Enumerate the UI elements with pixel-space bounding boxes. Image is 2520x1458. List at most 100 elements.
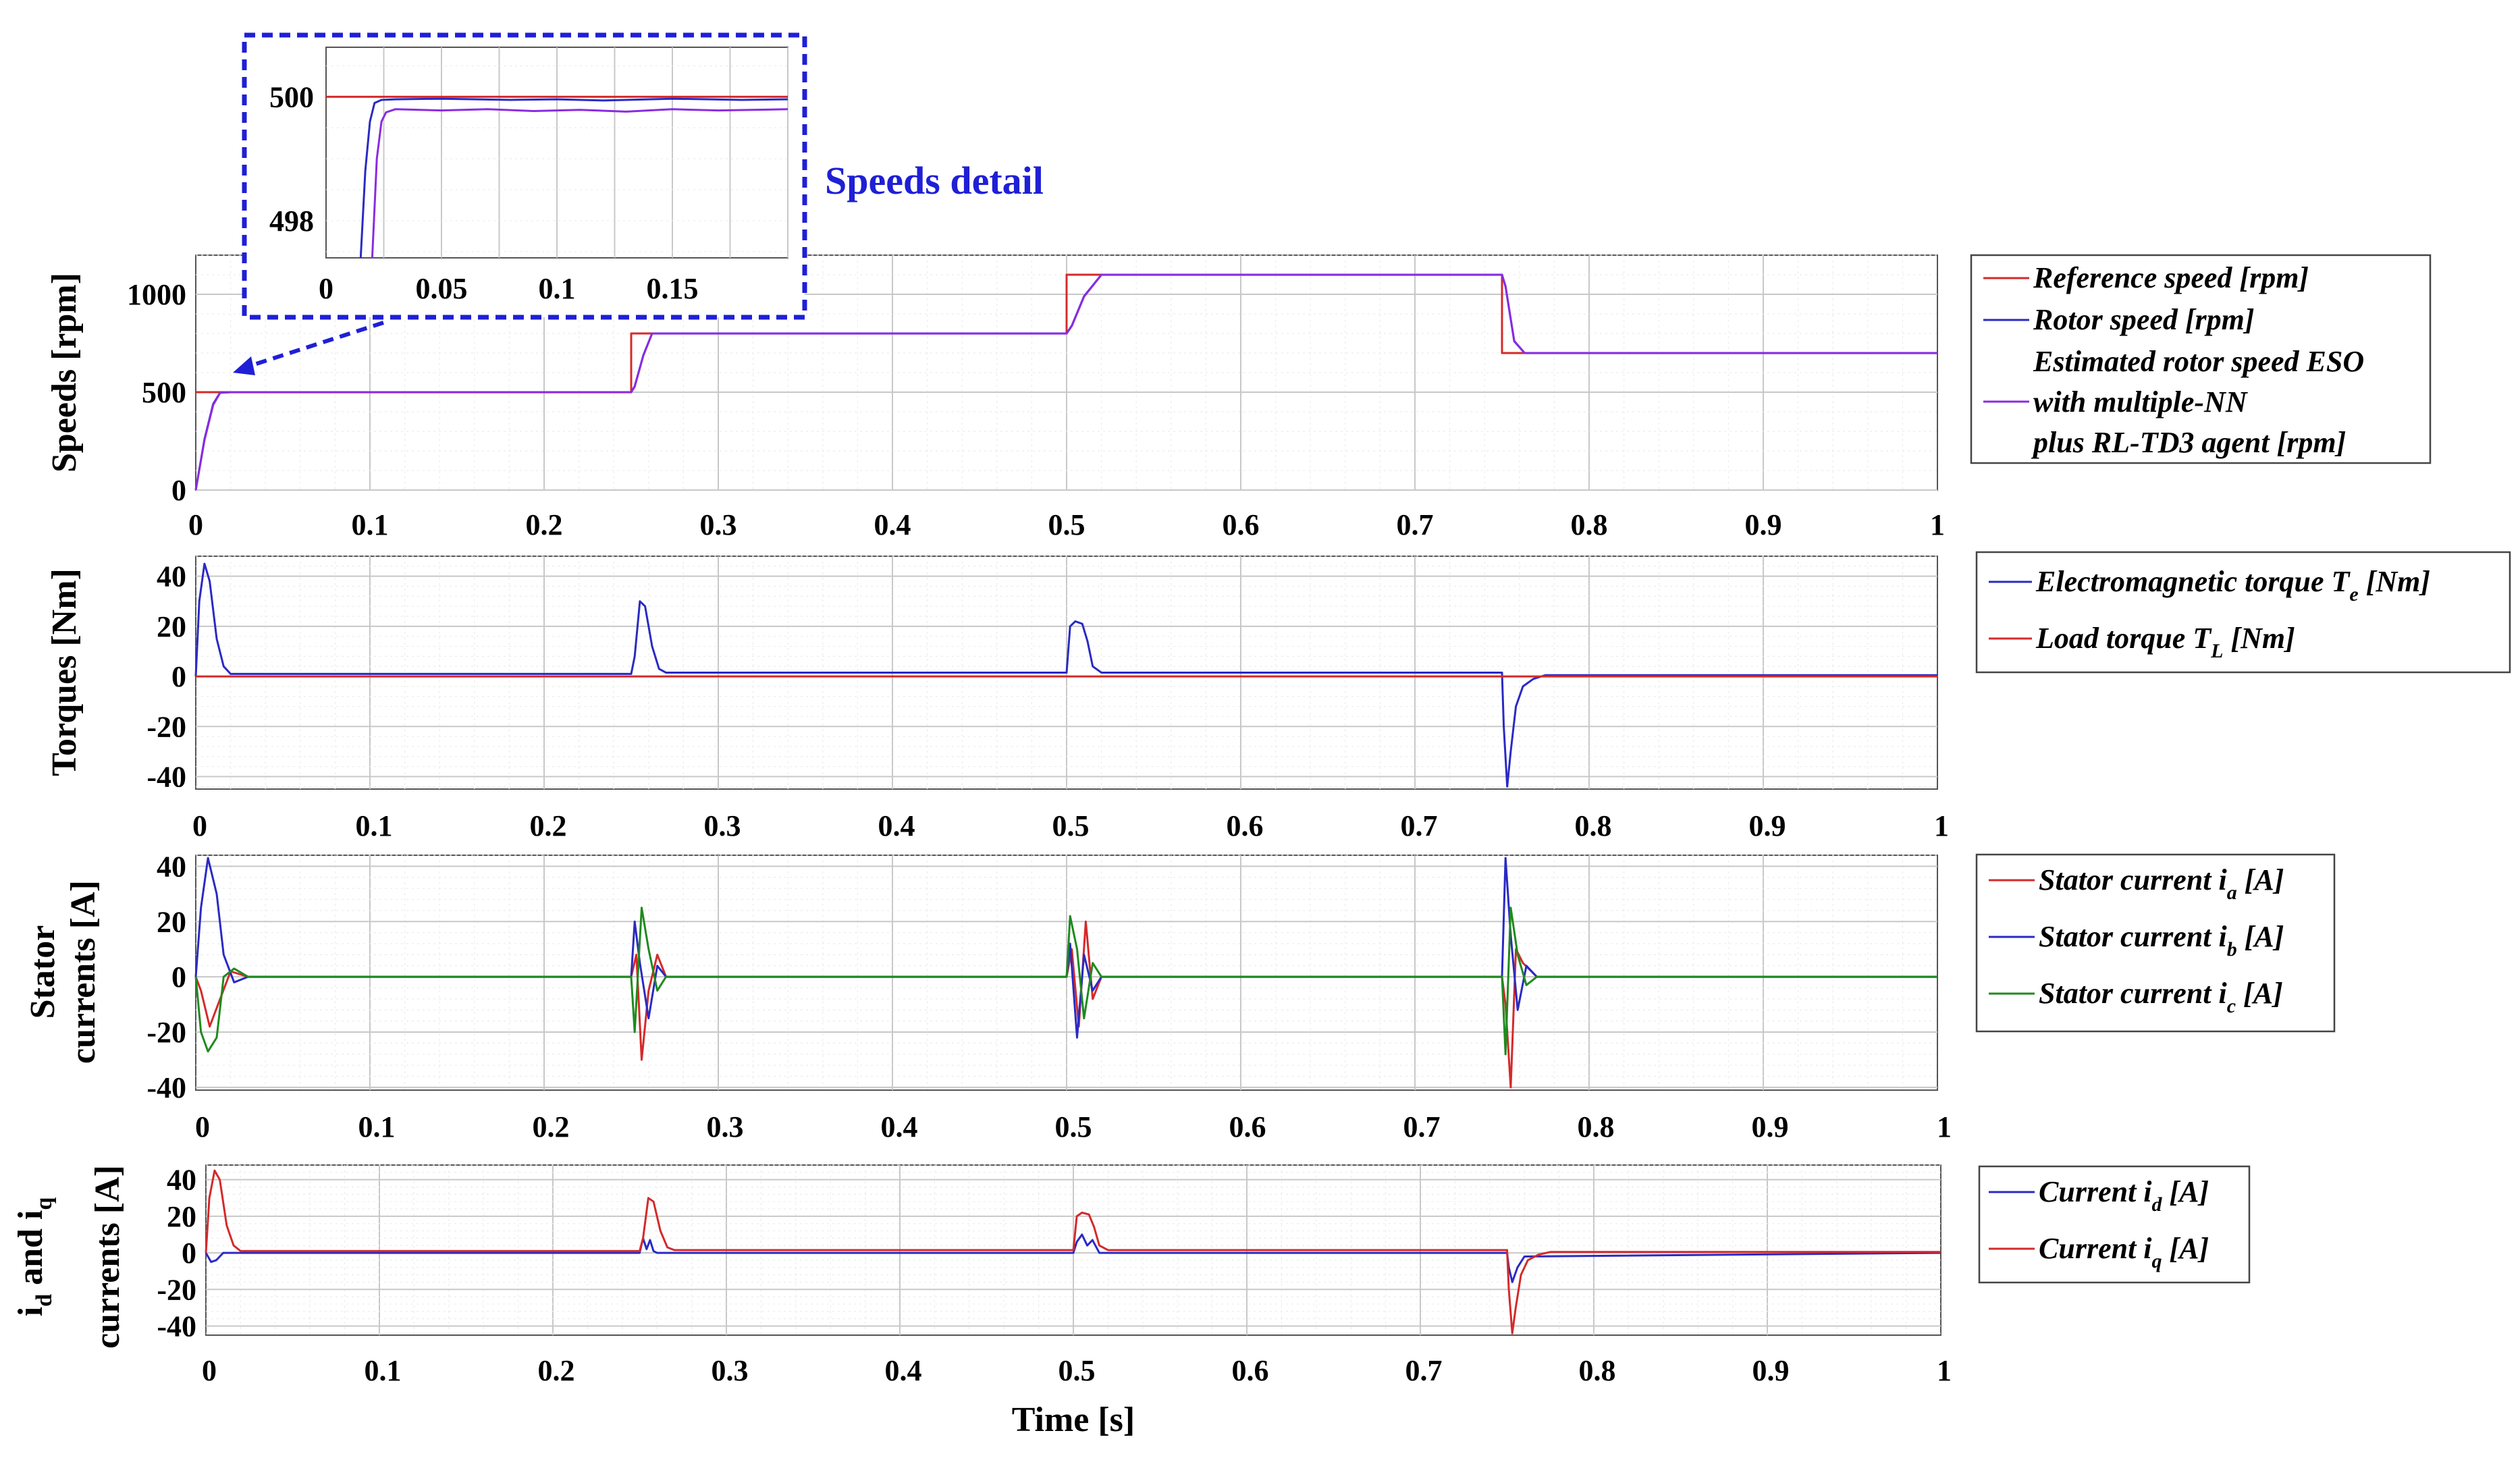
speeds-y-ticks: 0 500 1000	[127, 278, 186, 507]
y-tick-label: 0	[171, 961, 186, 994]
x-tick-label: 0.1	[352, 508, 389, 541]
x-tick-label: 0.8	[1579, 1354, 1616, 1387]
inset-series-line-2	[371, 108, 788, 259]
dq-y-axis-label-line2: currents [A]	[88, 1165, 127, 1349]
torques-y-ticks: -40 -20 0 20 40	[146, 560, 186, 794]
dq-series-lines	[205, 1169, 1941, 1334]
legend-reference-speed: Reference speed [rpm]	[2033, 261, 2309, 294]
legend-electromagnetic-torque: Electromagnetic torque Te [Nm]	[2035, 565, 2430, 605]
x-tick-label: 0	[192, 809, 207, 842]
y-tick-label: 0	[182, 1237, 196, 1270]
stator-y-axis-label-line2: currents [A]	[64, 880, 103, 1064]
x-tick-label: 0.1	[356, 809, 393, 842]
series-line-dq-1	[205, 1169, 1941, 1334]
inset-x-tick-label: 0.1	[539, 272, 576, 305]
torques-y-axis-label: Torques [Nm]	[45, 568, 84, 776]
x-tick-label: 0.2	[533, 1110, 570, 1143]
y-tick-label: 20	[157, 610, 186, 643]
speeds-series-lines	[194, 273, 1937, 491]
speeds-x-ticks: 0 0.1 0.2 0.3 0.4 0.5 0.6 0.7 0.8 0.9 1	[188, 508, 1945, 541]
stator-y-ticks: -40 -20 0 20 40	[146, 850, 186, 1104]
speeds-legend-box	[1970, 254, 2432, 464]
y-tick-label: 1000	[127, 278, 186, 311]
x-tick-label: 0.5	[1052, 809, 1090, 842]
legend-stator-ia: Stator current ia [A]	[2039, 863, 2284, 904]
inset-grid	[326, 47, 788, 258]
x-tick-label: 0.1	[358, 1110, 396, 1143]
stator-y-axis-label-line1: Stator	[24, 925, 62, 1019]
x-tick-label: 0.3	[704, 809, 741, 842]
legend-stator-ib: Stator current ib [A]	[2039, 920, 2284, 961]
series-line-speeds-2	[194, 273, 1937, 491]
x-tick-label: 0.7	[1403, 1110, 1441, 1143]
inset-x-tick-label: 0.15	[647, 272, 699, 305]
x-tick-label: 0.7	[1405, 1354, 1443, 1387]
y-tick-label: 20	[167, 1200, 196, 1233]
series-line-dq-0	[205, 1233, 1941, 1283]
x-tick-label: 0.3	[712, 1354, 749, 1387]
legend-load-torque: Load torque TL [Nm]	[2035, 622, 2295, 662]
inset-y-ticks: 498 500	[269, 80, 314, 238]
x-tick-label: 0.9	[1749, 809, 1786, 842]
legend-estimated-speed-line2: with multiple-NN	[2033, 385, 2249, 418]
inset-y-tick-label: 500	[269, 80, 314, 113]
y-tick-label: -20	[157, 1273, 196, 1306]
x-tick-label: 0.6	[1223, 508, 1260, 541]
legend-stator-ic: Stator current ic [A]	[2039, 977, 2283, 1017]
legend-estimated-speed-line3: plus RL-TD3 agent [rpm]	[2031, 426, 2346, 459]
x-tick-label: 0.4	[885, 1354, 922, 1387]
torques-legend: Electromagnetic torque Te [Nm] Load torq…	[1975, 551, 2511, 674]
x-tick-label: 0.3	[700, 508, 737, 541]
x-tick-label: 0.8	[1578, 1110, 1615, 1143]
y-tick-label: -20	[146, 1016, 186, 1049]
speeds-detail-inset: 498 500 0 0.05 0.1 0.15 Speeds detail	[233, 32, 1044, 375]
x-tick-label: 1	[1937, 1354, 1952, 1387]
x-tick-label: 1	[1934, 809, 1949, 842]
y-tick-label: -40	[146, 1071, 186, 1104]
speeds-y-axis-label: Speeds [rpm]	[45, 273, 84, 473]
legend-rotor-speed: Rotor speed [rpm]	[2033, 303, 2255, 336]
inset-series-line-1	[359, 97, 788, 259]
x-tick-label: 0.2	[526, 508, 563, 541]
x-tick-label: 0.9	[1745, 508, 1782, 541]
stator-x-ticks: 0 0.1 0.2 0.3 0.4 0.5 0.6 0.7 0.8 0.9 1	[195, 1110, 1952, 1143]
x-tick-label: 0.1	[365, 1354, 402, 1387]
torques-panel: -40 -20 0 20 40 0 0.1 0.2 0.3 0.4 0.5 0.6 0.7 0.8 0.9…	[45, 551, 2511, 842]
x-tick-label: 0	[202, 1354, 217, 1387]
x-tick-label: 0.8	[1575, 809, 1612, 842]
speeds-detail-label: Speeds detail	[825, 159, 1044, 202]
inset-x-ticks: 0 0.05 0.1 0.15	[319, 272, 699, 305]
x-tick-label: 0.7	[1401, 809, 1438, 842]
dq-legend-box	[1978, 1165, 2251, 1284]
x-tick-label: 1	[1937, 1110, 1952, 1143]
y-tick-label: -40	[157, 1310, 196, 1343]
x-tick-label: 0.5	[1055, 1110, 1092, 1143]
legend-estimated-speed-line1: Estimated rotor speed ESO	[2033, 345, 2364, 378]
x-tick-label: 0.7	[1397, 508, 1434, 541]
y-tick-label: 20	[157, 905, 186, 938]
x-tick-label: 0.5	[1058, 1354, 1096, 1387]
x-tick-label: 0.6	[1232, 1354, 1269, 1387]
y-tick-label: 0	[171, 474, 186, 507]
series-line-stator-2	[194, 907, 1937, 1056]
x-tick-label: 0.9	[1752, 1110, 1789, 1143]
stator-series-lines	[194, 857, 1937, 1089]
x-tick-label: 0.9	[1752, 1354, 1790, 1387]
x-tick-label: 0	[188, 508, 203, 541]
inset-x-tick-label: 0	[319, 272, 333, 305]
x-tick-label: 0.4	[881, 1110, 918, 1143]
x-tick-label: 0.8	[1571, 508, 1608, 541]
y-tick-label: 40	[167, 1164, 196, 1197]
x-tick-label: 0.4	[874, 508, 911, 541]
series-line-speeds-0	[196, 273, 1937, 394]
y-tick-label: -20	[146, 710, 186, 743]
speeds-legend: Reference speed [rpm] Rotor speed [rpm] …	[1970, 254, 2432, 464]
inset-x-tick-label: 0.05	[416, 272, 468, 305]
y-tick-label: 40	[157, 560, 186, 593]
y-tick-label: 500	[142, 376, 186, 409]
legend-current-iq: Current iq [A]	[2039, 1232, 2209, 1272]
x-tick-label: 0.3	[707, 1110, 744, 1143]
torques-series-lines	[194, 562, 1937, 788]
